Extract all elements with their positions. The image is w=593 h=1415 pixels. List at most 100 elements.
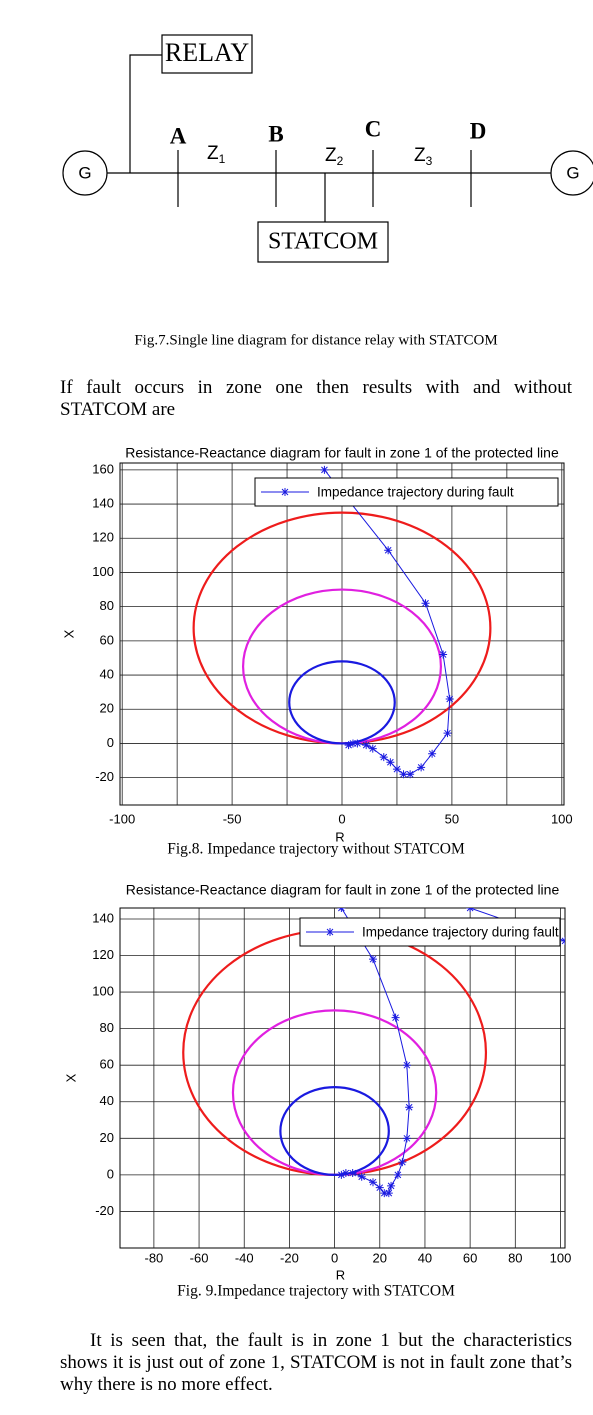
relay-label: RELAY	[165, 38, 249, 67]
generator-label: G	[78, 163, 91, 182]
y-tick-label: 160	[92, 461, 114, 476]
figure-caption: Fig.8. Impedance trajectory without STAT…	[167, 841, 465, 858]
trajectory-point	[337, 1170, 346, 1179]
x-tick-label: 50	[445, 811, 459, 826]
trajectory-point	[375, 1183, 384, 1192]
trajectory-point	[392, 765, 401, 774]
y-tick-label: 20	[100, 1130, 114, 1145]
y-axis-label: X	[61, 629, 76, 638]
y-tick-label: 80	[100, 598, 114, 613]
zone-sub: 3	[426, 154, 433, 168]
legend-label: Impedance trajectory during fault	[362, 925, 559, 940]
trajectory-point	[443, 729, 452, 738]
relay-box	[161, 34, 253, 74]
x-tick-label: -100	[109, 811, 135, 826]
statcom-box	[257, 221, 389, 263]
trajectory-point	[387, 1181, 396, 1190]
y-tick-label: 40	[100, 666, 114, 681]
x-tick-label: -80	[144, 1250, 163, 1265]
trajectory-point	[466, 908, 475, 912]
trajectory-point	[337, 908, 346, 912]
chart: Resistance-Reactance diagram for fault i…	[61, 445, 572, 845]
x-axis-label: R	[336, 1267, 345, 1282]
trajectory-point	[353, 739, 362, 748]
y-tick-label: 80	[100, 1020, 114, 1035]
single-line-diagram	[62, 34, 593, 263]
trajectory-point	[402, 1134, 411, 1143]
x-tick-label: 100	[550, 1250, 572, 1265]
y-tick-label: -20	[95, 769, 114, 784]
x-tick-label: 60	[463, 1250, 477, 1265]
x-tick-label: 20	[373, 1250, 387, 1265]
figure-caption: Fig.7.Single line diagram for distance r…	[134, 332, 497, 348]
x-tick-label: -20	[280, 1250, 299, 1265]
bus-label: C	[365, 116, 382, 141]
y-tick-label: 40	[100, 1093, 114, 1108]
x-tick-label: 80	[508, 1250, 522, 1265]
y-tick-label: 60	[100, 1057, 114, 1072]
trajectory-point	[428, 749, 437, 758]
characteristic	[279, 1086, 390, 1176]
trajectory-point	[439, 650, 448, 659]
trajectory-point	[362, 741, 371, 750]
y-tick-label: 0	[107, 735, 114, 750]
y-tick-label: 20	[100, 701, 114, 716]
bus-label: A	[170, 123, 187, 148]
characteristic	[288, 660, 396, 745]
trajectory-point	[320, 465, 329, 474]
chart: Resistance-Reactance diagram for fault i…	[63, 882, 571, 1283]
trajectory-point	[445, 694, 454, 703]
paragraph: If fault occurs in zone one then results…	[60, 377, 572, 420]
y-tick-label: -20	[95, 1203, 114, 1218]
trajectory-point	[399, 770, 408, 779]
trajectory-point	[348, 1169, 357, 1178]
y-tick-label: 0	[107, 1166, 114, 1181]
x-axis-label: R	[335, 829, 344, 844]
zone-sub: 1	[219, 152, 226, 166]
plot-area	[119, 907, 566, 1249]
trajectory-point	[348, 739, 357, 748]
bus-label: B	[268, 121, 283, 146]
y-tick-label: 140	[92, 910, 114, 925]
zone-label: Z2	[325, 145, 344, 168]
x-tick-label: -40	[235, 1250, 254, 1265]
trajectory-point	[406, 770, 415, 779]
y-tick-label: 100	[92, 564, 114, 579]
zone-sub: 2	[337, 154, 344, 168]
trajectory-point	[405, 1103, 414, 1112]
y-axis-label: X	[63, 1073, 78, 1082]
figure-caption: Fig. 9.Impedance trajectory with STATCOM	[177, 1283, 455, 1300]
trajectory-point	[368, 744, 377, 753]
trajectory-point	[391, 1013, 400, 1022]
x-tick-label: -60	[190, 1250, 209, 1265]
trajectory-point	[344, 741, 353, 750]
x-tick-label: 100	[551, 811, 573, 826]
legend-marker	[326, 928, 334, 936]
plot	[192, 465, 492, 779]
bus-label: D	[470, 118, 487, 143]
zone-label: Z1	[207, 143, 226, 166]
chart-title: Resistance-Reactance diagram for fault i…	[125, 445, 559, 461]
x-tick-label: 0	[338, 811, 345, 826]
trajectory-point	[384, 1189, 393, 1198]
y-tick-label: 100	[92, 984, 114, 999]
y-tick-label: 120	[92, 947, 114, 962]
zone-letter: Z	[325, 145, 337, 166]
trajectory-point	[341, 1169, 350, 1178]
y-tick-label: 120	[92, 530, 114, 545]
trajectory-point	[384, 546, 393, 555]
trajectory-point	[398, 1158, 407, 1167]
statcom-label: STATCOM	[268, 229, 378, 255]
trajectory-point	[421, 599, 430, 608]
legend-marker	[281, 488, 289, 496]
legend-label: Impedance trajectory during fault	[317, 485, 514, 500]
y-tick-label: 60	[100, 632, 114, 647]
zone-label: Z3	[414, 145, 433, 168]
x-tick-label: -50	[223, 811, 242, 826]
chart-title: Resistance-Reactance diagram for fault i…	[126, 882, 560, 898]
x-tick-label: 0	[331, 1250, 338, 1265]
trajectory-point	[368, 955, 377, 964]
trajectory-point	[386, 758, 395, 767]
